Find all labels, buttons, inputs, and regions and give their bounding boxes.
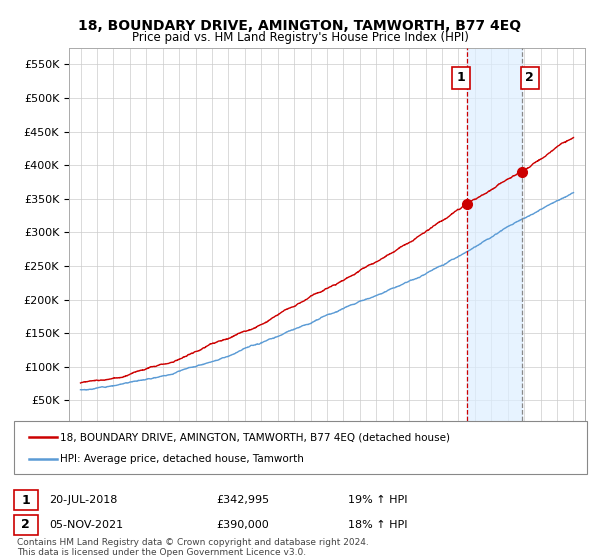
Text: Price paid vs. HM Land Registry's House Price Index (HPI): Price paid vs. HM Land Registry's House … [131,31,469,44]
Text: 05-NOV-2021: 05-NOV-2021 [49,520,124,530]
Text: £342,995: £342,995 [216,495,269,505]
Text: 18, BOUNDARY DRIVE, AMINGTON, TAMWORTH, B77 4EQ (detached house): 18, BOUNDARY DRIVE, AMINGTON, TAMWORTH, … [60,432,450,442]
Bar [467,48,521,434]
Text: 18, BOUNDARY DRIVE, AMINGTON, TAMWORTH, B77 4EQ: 18, BOUNDARY DRIVE, AMINGTON, TAMWORTH, … [79,19,521,33]
Text: £390,000: £390,000 [216,520,269,530]
Text: 2: 2 [526,71,534,85]
Text: 2: 2 [22,518,30,531]
Text: HPI: Average price, detached house, Tamworth: HPI: Average price, detached house, Tamw… [60,454,304,464]
Text: 20-JUL-2018: 20-JUL-2018 [49,495,118,505]
Text: 1: 1 [457,71,465,85]
Text: 18% ↑ HPI: 18% ↑ HPI [348,520,407,530]
Text: Contains HM Land Registry data © Crown copyright and database right 2024.
This d: Contains HM Land Registry data © Crown c… [17,538,368,557]
Text: 19% ↑ HPI: 19% ↑ HPI [348,495,407,505]
Text: 1: 1 [22,493,30,507]
